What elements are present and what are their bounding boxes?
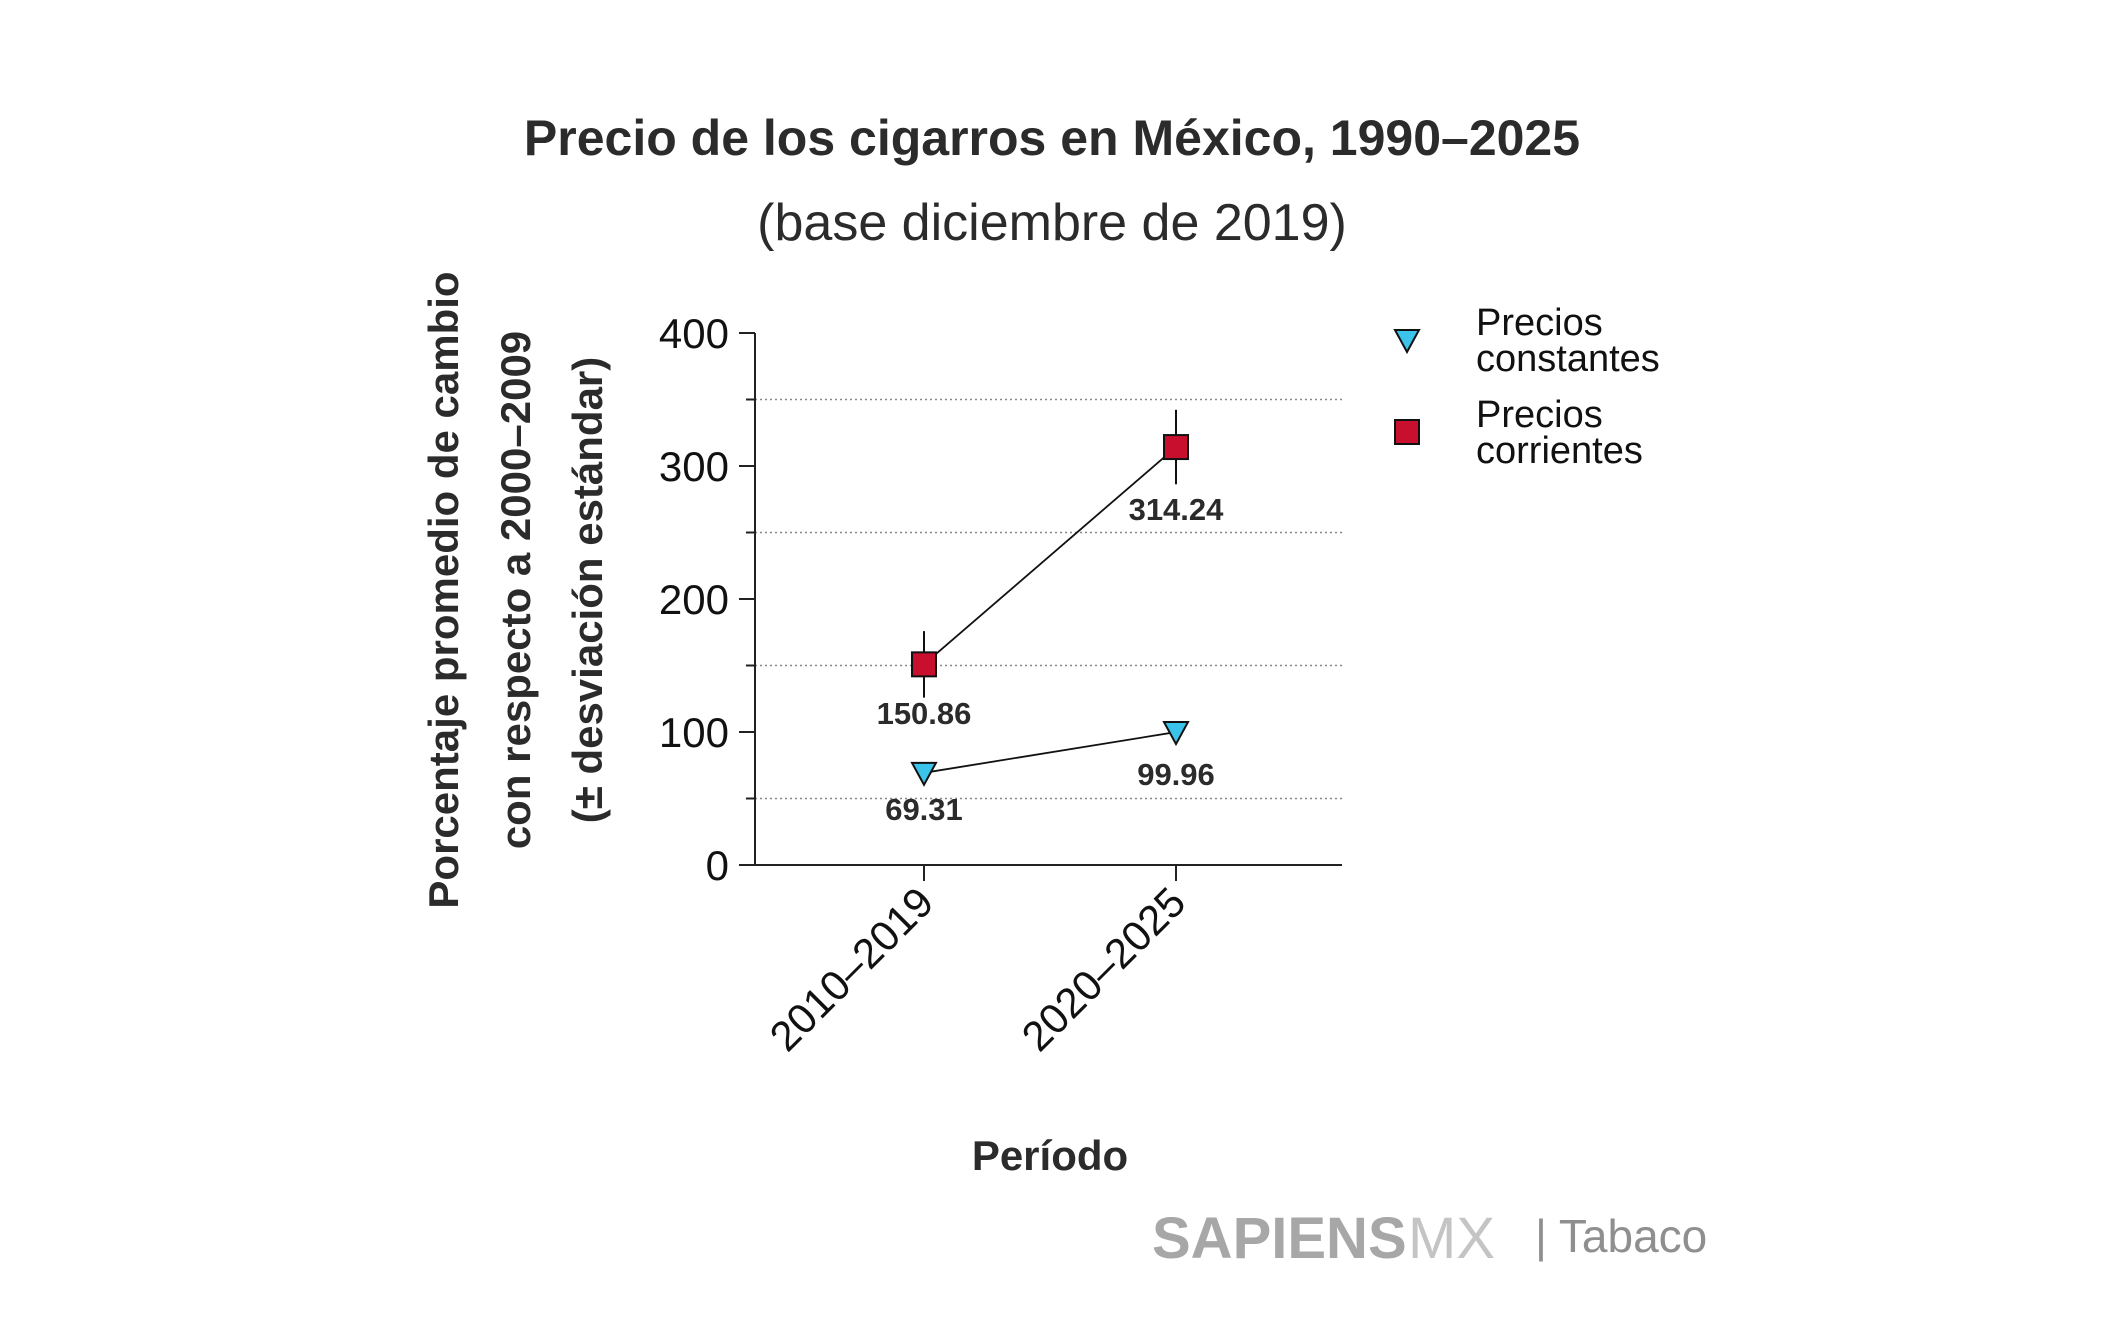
brand-name: SAPIENS xyxy=(1152,1206,1407,1271)
data-point-0-0 xyxy=(910,761,938,787)
brand-footer: SAPIENS MX | Tabaco xyxy=(1152,1206,1707,1271)
chart-title: Precio de los cigarros en México, 1990–2… xyxy=(524,110,1580,166)
legend-label-0-1: constantes xyxy=(1476,338,1660,380)
y-tick-label-200: 200 xyxy=(659,576,729,623)
data-label-0-0: 69.31 xyxy=(885,792,963,827)
legend-label-0-0: Precios xyxy=(1476,302,1603,344)
y-axis-title-line-2: con respecto a 2000–2009 xyxy=(492,331,539,849)
series-1 xyxy=(911,409,1189,698)
data-point-1-0 xyxy=(911,651,937,678)
brand-section: | Tabaco xyxy=(1535,1210,1707,1262)
series-line-1 xyxy=(923,446,1177,666)
chart-subtitle: (base diciembre de 2019) xyxy=(757,194,1347,252)
series-0 xyxy=(910,721,1190,787)
legend-label-1-1: corrientes xyxy=(1476,430,1643,472)
brand-suffix: MX xyxy=(1408,1206,1495,1271)
y-tick-label-300: 300 xyxy=(659,443,729,490)
data-label-1-0: 150.86 xyxy=(877,696,972,731)
x-tick-label-1: 2020–2025 xyxy=(1012,878,1194,1060)
y-tick-label-100: 100 xyxy=(659,709,729,756)
data-label-1-1: 314.24 xyxy=(1129,492,1225,527)
y-tick-label-0: 0 xyxy=(706,842,729,889)
data-point-1-1 xyxy=(1163,434,1189,461)
legend-label-1-0: Precios xyxy=(1476,394,1603,436)
grid-lines xyxy=(755,398,1342,800)
x-axis-title: Período xyxy=(972,1132,1128,1179)
y-axis-title: Porcentaje promedio de cambio con respec… xyxy=(420,271,611,908)
data-point-0-1 xyxy=(1162,721,1190,747)
data-label-0-1: 99.96 xyxy=(1137,757,1215,792)
data-series: 69.31 99.96 150.86 314.24 xyxy=(877,409,1225,827)
y-axis-title-line-1: Porcentaje promedio de cambio xyxy=(420,271,467,908)
y-axis-title-line-3: (± desviación estándar) xyxy=(564,357,611,824)
x-tick-label-0: 2010–2019 xyxy=(760,878,942,1060)
legend-marker-1 xyxy=(1394,419,1420,445)
legend-marker-0 xyxy=(1393,329,1421,355)
y-tick-label-400: 400 xyxy=(659,310,729,357)
axes: 0 100 200 300 400 2010–2019 2020–2025 xyxy=(659,310,1342,1060)
series-line-0 xyxy=(923,731,1177,774)
